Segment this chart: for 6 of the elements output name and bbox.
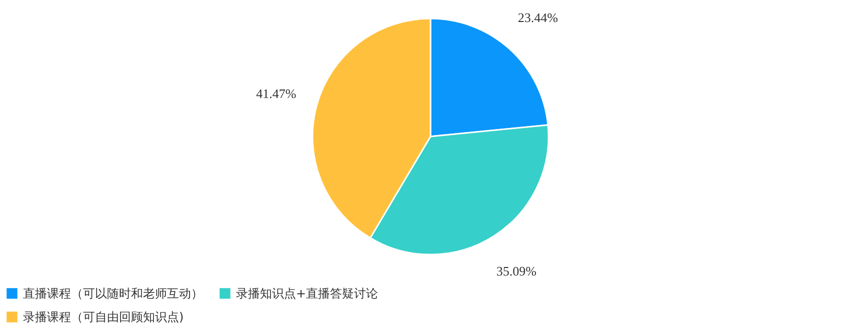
- data-label: 41.47%: [256, 86, 296, 102]
- data-label: 23.44%: [518, 10, 558, 25]
- legend-label: 录播知识点+直播答疑讨论: [236, 286, 378, 300]
- legend-label: 直播课程（可以随时和老师互动）: [23, 286, 203, 300]
- legend-label: 录播课程（可自由回顾知识点): [23, 310, 184, 324]
- data-label: 35.09%: [496, 264, 537, 279]
